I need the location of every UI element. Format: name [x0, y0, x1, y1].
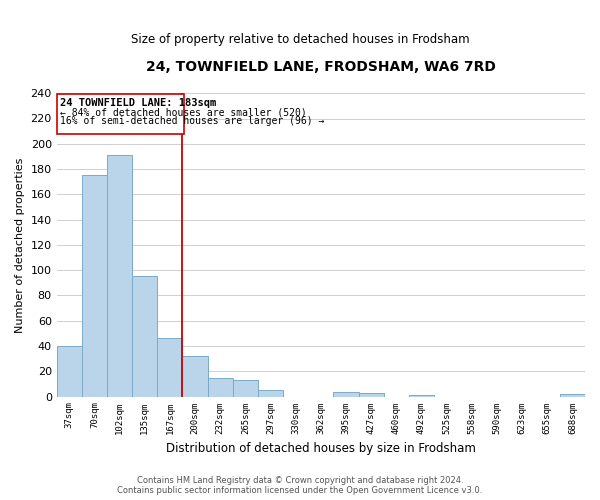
Text: ← 84% of detached houses are smaller (520): ← 84% of detached houses are smaller (52…: [59, 107, 307, 117]
Bar: [132, 276, 157, 396]
Bar: [334, 392, 359, 396]
Bar: [208, 378, 233, 396]
Bar: [56, 346, 82, 397]
Bar: [359, 393, 384, 396]
Title: 24, TOWNFIELD LANE, FRODSHAM, WA6 7RD: 24, TOWNFIELD LANE, FRODSHAM, WA6 7RD: [146, 60, 496, 74]
Bar: [56, 94, 184, 134]
Bar: [233, 380, 258, 396]
Bar: [560, 394, 585, 396]
Y-axis label: Number of detached properties: Number of detached properties: [15, 157, 25, 332]
Text: 16% of semi-detached houses are larger (96) →: 16% of semi-detached houses are larger (…: [59, 116, 324, 126]
Text: Size of property relative to detached houses in Frodsham: Size of property relative to detached ho…: [131, 32, 469, 46]
Bar: [182, 356, 208, 397]
Bar: [258, 390, 283, 396]
Text: 24 TOWNFIELD LANE: 183sqm: 24 TOWNFIELD LANE: 183sqm: [59, 98, 216, 108]
Bar: [157, 338, 182, 396]
Text: Contains HM Land Registry data © Crown copyright and database right 2024.
Contai: Contains HM Land Registry data © Crown c…: [118, 476, 482, 495]
Bar: [82, 176, 107, 396]
X-axis label: Distribution of detached houses by size in Frodsham: Distribution of detached houses by size …: [166, 442, 476, 455]
Bar: [107, 155, 132, 396]
